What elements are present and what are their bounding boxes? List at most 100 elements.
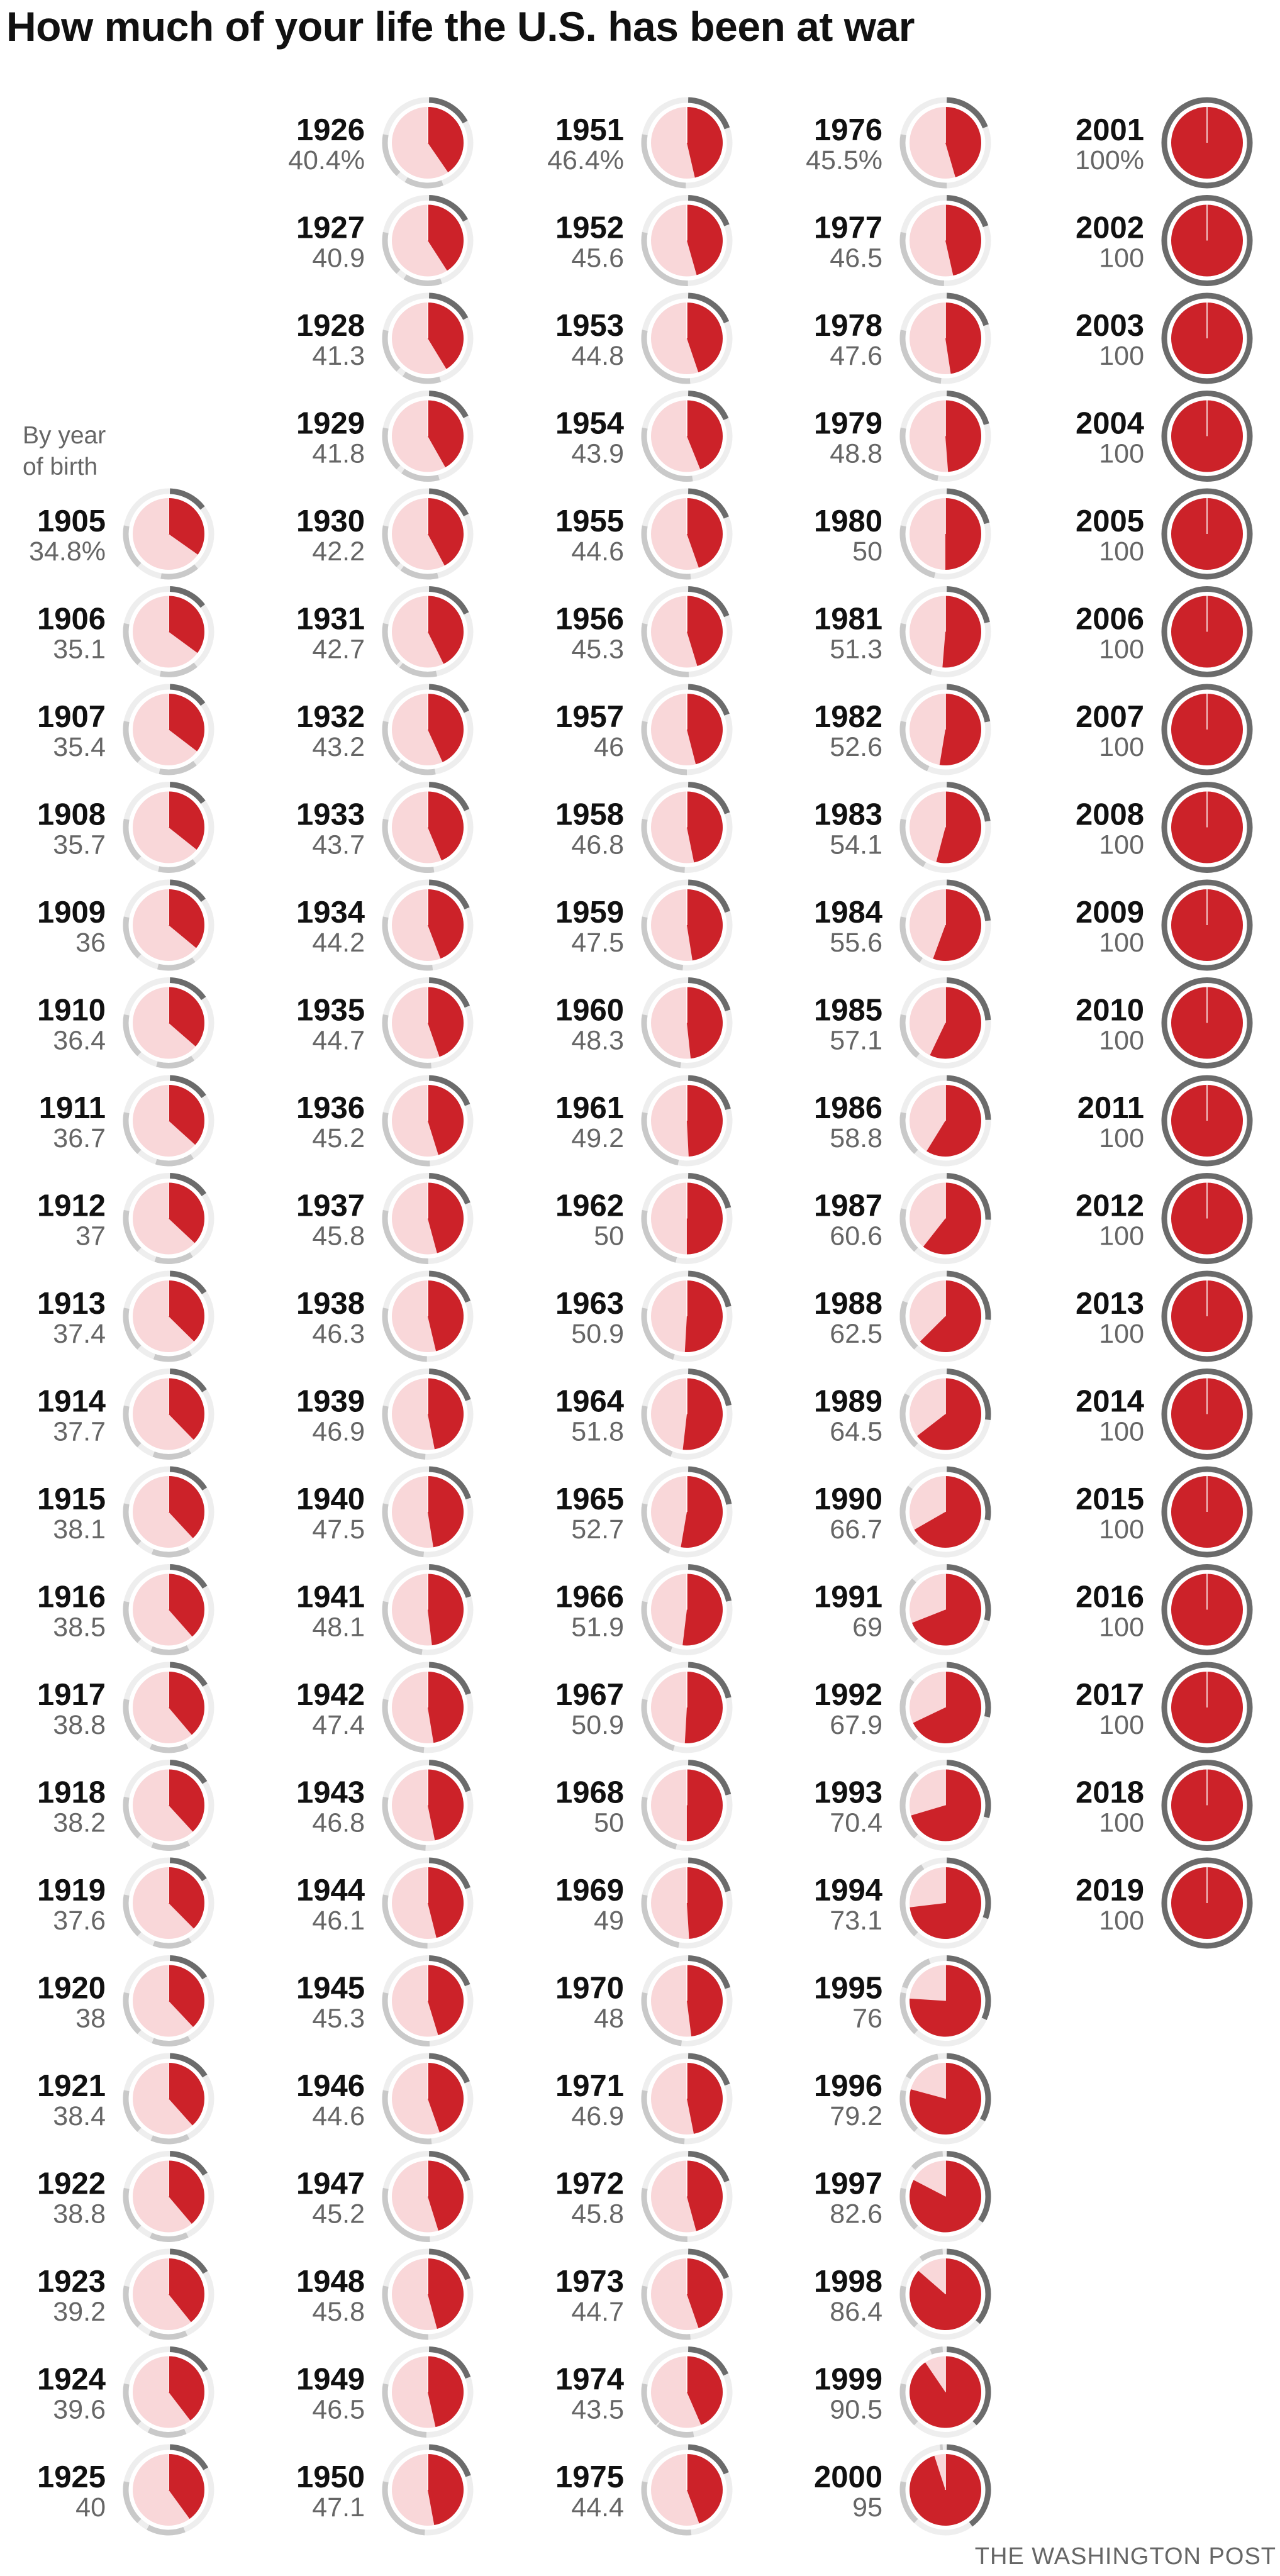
percent-label: 43.5	[571, 2395, 624, 2425]
war-slice	[912, 1574, 981, 1646]
percent-label: 51.3	[830, 635, 882, 665]
year-label: 1997	[814, 2167, 882, 2201]
percent-label: 38.8	[53, 1710, 106, 1740]
ring-arc-light	[159, 662, 198, 677]
ring-arc-dark	[428, 1466, 471, 1500]
war-slice	[169, 1574, 205, 1637]
ring-arc-light	[151, 1840, 191, 1851]
percent-label: 52.7	[571, 1514, 624, 1545]
ring-arc-light	[153, 1937, 192, 1949]
percent-label: 100	[1099, 243, 1144, 274]
year-label: 1924	[37, 2363, 106, 2397]
percent-label: 100	[1099, 1514, 1144, 1545]
ring-arc-dark	[428, 391, 469, 419]
year-label: 1911	[39, 1091, 106, 1125]
ring-arc-light	[900, 1864, 925, 1898]
ring-arc-light	[655, 2518, 692, 2536]
percent-label: 82.6	[830, 2199, 882, 2229]
year-label: 1981	[814, 602, 882, 636]
percent-label: 45.6	[571, 243, 624, 274]
ring-arc-dark	[428, 2151, 470, 2182]
ring-arc-dark	[687, 2053, 730, 2086]
ring-arc-dark	[428, 195, 468, 222]
percent-label: 37.6	[53, 1906, 106, 1936]
ring-arc-light	[899, 525, 918, 567]
percent-label: 37	[75, 1221, 106, 1252]
ring-arc-dark	[169, 2346, 208, 2372]
war-slice	[169, 1965, 205, 2028]
percent-label: 38.8	[53, 2199, 106, 2229]
year-label: 1919	[37, 1874, 106, 1907]
year-label: 1938	[296, 1287, 365, 1321]
percent-label: 55.6	[830, 928, 882, 958]
percent-label: 44.6	[571, 536, 624, 567]
year-label: 1958	[555, 798, 624, 832]
ring-arc-dark	[687, 2346, 729, 2376]
ring-arc-dark	[946, 2151, 991, 2223]
ring-arc-dark	[1161, 684, 1253, 775]
ring-arc-dark	[169, 1662, 208, 1687]
ring-arc-light	[899, 818, 918, 861]
ring-arc-dark	[946, 292, 989, 326]
year-label: 1953	[555, 309, 624, 343]
ring-arc-light	[657, 2422, 694, 2438]
war-slice	[169, 1378, 204, 1440]
percent-label: 47.4	[312, 1710, 365, 1740]
ring-arc-light	[123, 2383, 142, 2426]
war-slice	[687, 2454, 723, 2524]
percent-label: 50.9	[571, 1319, 624, 1349]
year-label: 1926	[296, 113, 365, 147]
year-label: 1906	[37, 602, 106, 636]
ring-arc-light	[123, 1699, 142, 1741]
war-slice	[169, 694, 204, 752]
ring-arc-dark	[1161, 195, 1253, 286]
war-slice	[169, 889, 204, 948]
year-label: 1976	[814, 113, 882, 147]
ring-arc-dark	[1161, 782, 1253, 873]
credit: THE WASHINGTON POST	[974, 2543, 1276, 2570]
war-slice	[169, 987, 204, 1046]
war-slice	[687, 694, 723, 765]
ring-arc-light	[655, 465, 693, 482]
war-slice	[169, 1476, 205, 1538]
ring-arc-dark	[169, 684, 206, 706]
year-label: 2010	[1076, 994, 1144, 1028]
year-label: 1988	[814, 1287, 882, 1321]
war-slice	[930, 987, 981, 1059]
percent-label: 44.7	[312, 1026, 365, 1056]
percent-label: 36	[75, 928, 106, 958]
percent-label: 48	[594, 2004, 624, 2034]
ring-arc-light	[394, 1147, 430, 1167]
ring-arc-light	[123, 1992, 142, 2035]
ring-arc-light	[394, 2223, 430, 2242]
ring-arc-dark	[946, 1564, 991, 1621]
war-slice	[169, 2063, 204, 2126]
ring-arc-dark	[946, 2248, 991, 2324]
ring-arc-dark	[946, 1955, 991, 2021]
ring-arc-light	[382, 2481, 401, 2523]
ring-arc-light	[403, 274, 442, 286]
war-slice	[687, 107, 723, 178]
